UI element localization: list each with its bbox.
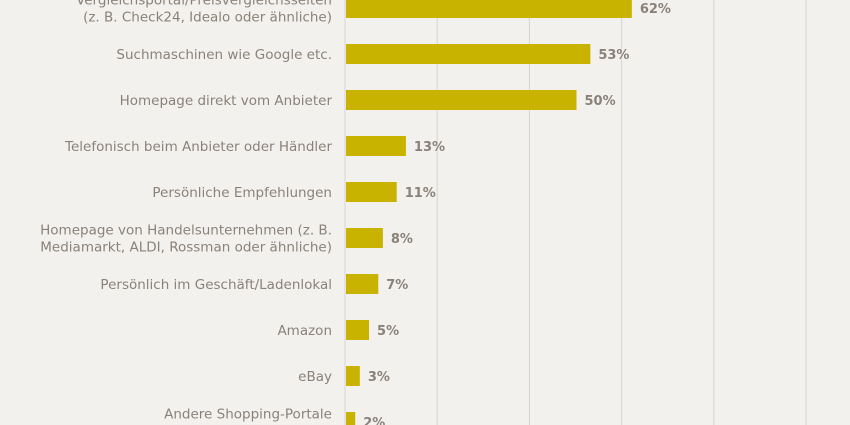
value-label: 53%: [598, 48, 629, 63]
bars: [346, 0, 632, 425]
value-label: 8%: [391, 232, 413, 247]
value-label: 13%: [414, 140, 445, 155]
category-label: Andere Shopping-Portale: [164, 407, 332, 423]
bar: [346, 136, 406, 156]
bar: [346, 366, 360, 386]
value-label: 5%: [377, 324, 399, 339]
value-label: 2%: [363, 416, 385, 425]
bar: [346, 0, 632, 18]
category-label: (z. B. Check24, Idealo oder ähnliche): [83, 10, 332, 26]
category-labels: Vergleichsportal/Preisvergleichsseiten(z…: [40, 0, 332, 425]
category-label: Persönliche Empfehlungen: [152, 185, 332, 201]
value-label: 3%: [368, 370, 390, 385]
value-label: 11%: [405, 186, 436, 201]
bar: [346, 44, 591, 64]
value-label: 62%: [640, 2, 671, 17]
category-label: Telefonisch beim Anbieter oder Händler: [64, 139, 332, 155]
category-label: (z. B. Zalando oder ähnliche): [137, 424, 332, 425]
category-label: eBay: [298, 369, 332, 385]
value-label: 50%: [585, 94, 616, 109]
bar: [346, 412, 356, 425]
gridlines: [344, 0, 807, 425]
bar: [346, 90, 577, 110]
category-label: Amazon: [277, 323, 332, 339]
bar: [346, 320, 370, 340]
bar: [346, 274, 379, 294]
category-label: Suchmaschinen wie Google etc.: [116, 47, 332, 63]
category-label: Homepage direkt vom Anbieter: [120, 93, 333, 109]
category-label: Persönlich im Geschäft/Ladenlokal: [100, 277, 332, 293]
bar: [346, 228, 383, 248]
category-label: Homepage von Handelsunternehmen (z. B.: [40, 223, 332, 239]
bar: [346, 182, 397, 202]
value-labels: 62% 53% 50% 13% 11% 8% 7% 5% 3% 2%: [363, 2, 671, 425]
category-label: Vergleichsportal/Preisvergleichsseiten: [76, 0, 332, 9]
value-label: 7%: [386, 278, 408, 293]
category-label: Mediamarkt, ALDI, Rossman oder ähnliche): [40, 240, 332, 256]
